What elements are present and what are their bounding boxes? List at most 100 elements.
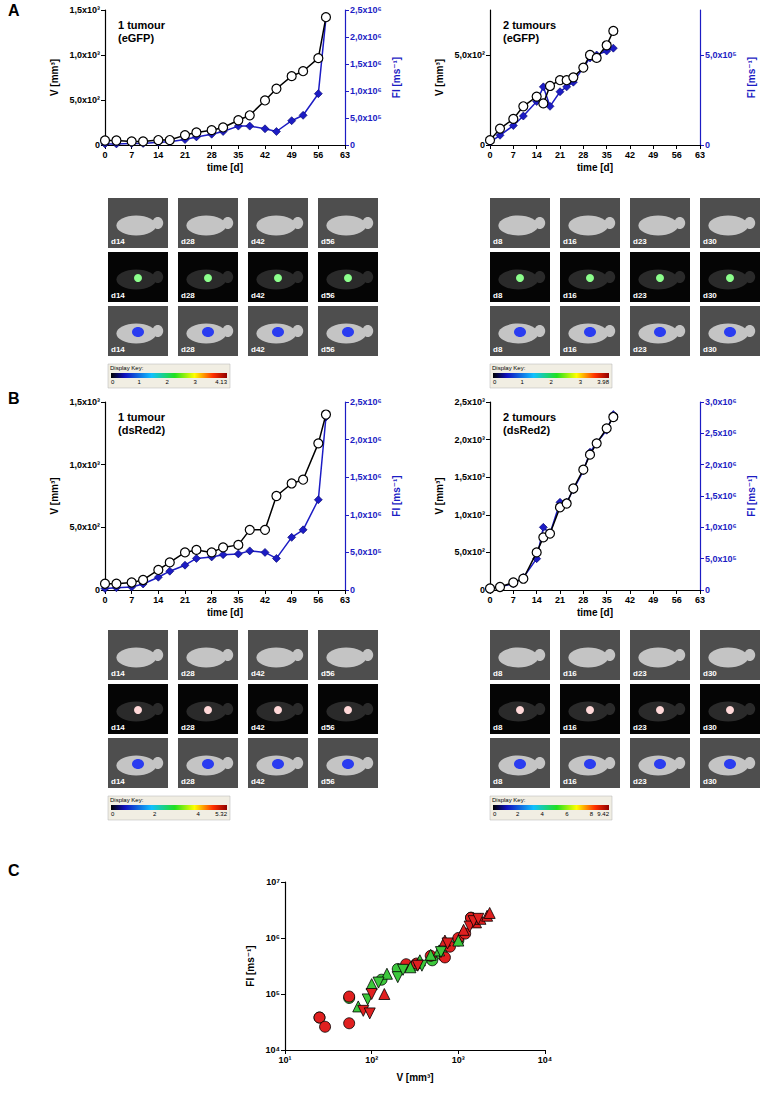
svg-text:49: 49 [648, 150, 658, 160]
svg-text:2,0x10³: 2,0x10³ [454, 435, 485, 445]
svg-text:1,5x10⁶: 1,5x10⁶ [350, 472, 382, 482]
svg-text:0: 0 [705, 140, 710, 150]
svg-text:9.42: 9.42 [597, 811, 609, 817]
svg-text:10⁴: 10⁴ [266, 1045, 280, 1055]
svg-text:d14: d14 [111, 291, 125, 300]
svg-text:0: 0 [487, 595, 492, 605]
svg-text:5,0x10⁵: 5,0x10⁵ [350, 113, 382, 123]
svg-text:21: 21 [180, 150, 190, 160]
svg-text:10⁵: 10⁵ [266, 989, 280, 999]
svg-text:28: 28 [207, 150, 217, 160]
svg-text:d42: d42 [251, 723, 265, 732]
svg-text:1,5x10³: 1,5x10³ [69, 5, 100, 15]
svg-text:1,5x10³: 1,5x10³ [69, 397, 100, 407]
svg-text:d30: d30 [703, 723, 717, 732]
svg-text:3,0x10⁶: 3,0x10⁶ [705, 397, 737, 407]
svg-text:0: 0 [350, 140, 355, 150]
svg-text:3: 3 [194, 379, 198, 385]
svg-text:5,0x10⁵: 5,0x10⁵ [705, 554, 737, 564]
svg-text:d23: d23 [633, 777, 647, 786]
svg-text:Display Key:: Display Key: [110, 797, 144, 803]
svg-text:1 tumour: 1 tumour [118, 19, 166, 31]
svg-text:2: 2 [166, 379, 170, 385]
svg-text:d23: d23 [633, 345, 647, 354]
svg-text:5,0x10⁵: 5,0x10⁵ [350, 547, 382, 557]
svg-text:d30: d30 [703, 345, 717, 354]
svg-text:21: 21 [555, 595, 565, 605]
svg-text:C: C [8, 862, 20, 879]
svg-text:42: 42 [260, 150, 270, 160]
svg-text:d28: d28 [181, 345, 195, 354]
svg-text:d8: d8 [493, 291, 503, 300]
svg-text:d30: d30 [703, 777, 717, 786]
svg-text:1: 1 [137, 379, 141, 385]
svg-text:d30: d30 [703, 291, 717, 300]
svg-text:4.13: 4.13 [215, 379, 227, 385]
svg-text:d23: d23 [633, 237, 647, 246]
svg-text:d28: d28 [181, 291, 195, 300]
svg-text:0: 0 [493, 811, 497, 817]
svg-text:7: 7 [129, 150, 134, 160]
svg-text:1,0x10³: 1,0x10³ [69, 460, 100, 470]
svg-text:d8: d8 [493, 669, 503, 678]
svg-text:A: A [8, 2, 20, 19]
svg-text:d56: d56 [321, 777, 335, 786]
svg-text:49: 49 [648, 595, 658, 605]
svg-text:35: 35 [233, 150, 243, 160]
svg-text:28: 28 [578, 595, 588, 605]
svg-text:time [d]: time [d] [577, 162, 613, 173]
svg-text:(eGFP): (eGFP) [118, 32, 154, 44]
svg-text:35: 35 [233, 595, 243, 605]
svg-text:d8: d8 [493, 723, 503, 732]
svg-text:d42: d42 [251, 669, 265, 678]
svg-text:0: 0 [487, 150, 492, 160]
svg-text:B: B [8, 390, 20, 407]
svg-text:d42: d42 [251, 291, 265, 300]
svg-text:21: 21 [180, 595, 190, 605]
svg-text:1,5x10³: 1,5x10³ [454, 472, 485, 482]
svg-text:10⁴: 10⁴ [538, 1055, 552, 1065]
svg-text:3.98: 3.98 [597, 379, 609, 385]
svg-text:7: 7 [511, 150, 516, 160]
svg-text:d16: d16 [563, 669, 577, 678]
svg-text:6: 6 [565, 811, 569, 817]
svg-text:5,0x10²: 5,0x10² [69, 95, 100, 105]
svg-text:1,0x10⁶: 1,0x10⁶ [705, 522, 737, 532]
svg-text:d16: d16 [563, 237, 577, 246]
svg-text:V [mm³]: V [mm³] [396, 1072, 433, 1083]
svg-text:4: 4 [541, 811, 545, 817]
svg-text:0: 0 [111, 811, 115, 817]
svg-text:10¹: 10¹ [278, 1055, 291, 1065]
svg-text:d28: d28 [181, 237, 195, 246]
svg-text:56: 56 [313, 595, 323, 605]
svg-text:V [mm³]: V [mm³] [49, 59, 60, 96]
svg-text:0: 0 [480, 140, 485, 150]
svg-text:Display Key:: Display Key: [492, 797, 526, 803]
svg-text:2: 2 [550, 379, 554, 385]
svg-text:2,0x10⁶: 2,0x10⁶ [350, 32, 382, 42]
svg-text:Display Key:: Display Key: [492, 365, 526, 371]
svg-text:14: 14 [532, 595, 542, 605]
svg-text:35: 35 [602, 595, 612, 605]
svg-text:1: 1 [520, 379, 524, 385]
svg-text:(eGFP): (eGFP) [503, 32, 539, 44]
svg-text:49: 49 [287, 595, 297, 605]
svg-text:1,0x10⁶: 1,0x10⁶ [350, 86, 382, 96]
svg-text:V [mm³]: V [mm³] [434, 477, 445, 514]
svg-text:10⁶: 10⁶ [266, 933, 280, 943]
svg-text:d30: d30 [703, 669, 717, 678]
svg-text:(dsRed2): (dsRed2) [118, 424, 165, 436]
svg-text:1,5x10⁶: 1,5x10⁶ [705, 491, 737, 501]
svg-text:49: 49 [287, 150, 297, 160]
svg-text:FI [ms⁻¹]: FI [ms⁻¹] [391, 57, 402, 98]
svg-text:d14: d14 [111, 669, 125, 678]
svg-text:d23: d23 [633, 291, 647, 300]
svg-text:1,0x10³: 1,0x10³ [69, 50, 100, 60]
svg-text:d16: d16 [563, 345, 577, 354]
svg-text:d14: d14 [111, 723, 125, 732]
svg-text:0: 0 [480, 585, 485, 595]
svg-text:56: 56 [672, 150, 682, 160]
svg-text:63: 63 [695, 150, 705, 160]
svg-text:5,0x10⁵: 5,0x10⁵ [705, 50, 737, 60]
svg-text:V [mm³]: V [mm³] [49, 477, 60, 514]
